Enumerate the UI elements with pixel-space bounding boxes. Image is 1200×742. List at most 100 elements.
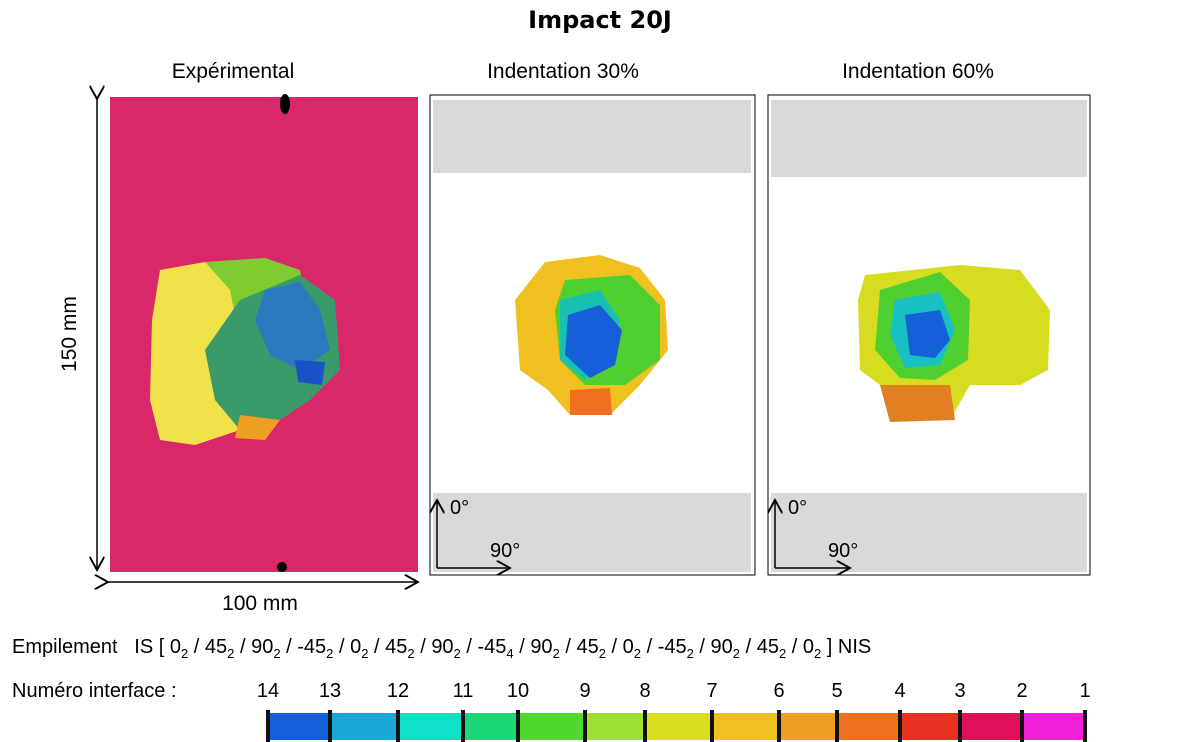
stacking-end: ] NIS [826,636,872,658]
separator: / [286,636,292,658]
axis-label: 0° [450,497,470,519]
simulated-delamination [570,388,612,415]
interface-tick [777,710,781,742]
interface-number: 5 [831,680,843,702]
color-segment [900,713,960,740]
ply-angle: 0 [350,636,362,658]
interface-tick [958,710,962,742]
separator: / [745,636,752,658]
delamination [235,415,280,440]
interface-tick [1083,710,1087,742]
simulated-delamination [905,310,950,358]
simulated-delamination [880,385,955,422]
ply-angle: 90 [431,636,454,658]
ply-count: 2 [778,646,787,661]
ply-angle: -45 [477,636,507,658]
interface-tick [1020,710,1024,742]
ply-angle: 45 [576,636,599,658]
separator: / [646,636,653,658]
ply-count: 2 [732,646,741,661]
color-segment [463,713,518,740]
ply-angle: 0 [169,636,181,658]
title: Impact 20J [528,6,672,34]
ply-count: 2 [453,646,461,661]
separator: / [519,636,525,658]
color-segment [712,713,779,740]
ply-angle: 45 [385,636,408,658]
ply-angle: 90 [710,636,733,658]
separator: / [239,636,246,658]
delamination [255,282,330,370]
axis-label: 0° [788,497,808,519]
color-segment [330,713,398,740]
interface-number: 1 [1079,680,1091,702]
interface-tick [710,710,714,742]
grip-band [433,100,751,173]
grip-band [771,100,1087,177]
interface-number: 14 [256,680,280,702]
interface-number: 4 [894,680,906,702]
ply-count: 2 [361,646,369,661]
axis-label: 90° [490,540,521,562]
separator: / [374,636,380,658]
stacking-start: IS [ [134,636,165,658]
separator: / [791,636,798,658]
panel-60 [767,94,1091,576]
interface-number: 9 [579,680,591,702]
separator: / [611,636,618,658]
panel-label: Expérimental [171,60,295,83]
color-segment [779,713,837,740]
interface-number: 10 [506,680,530,702]
ply-count: 2 [273,646,281,661]
interface-tick [835,710,839,742]
color-segment [398,713,463,740]
delamination [295,360,325,385]
interface-number: 8 [639,680,651,702]
interface-number: 2 [1016,680,1028,702]
interface-tick [516,710,520,742]
separator: / [193,636,200,658]
interface-tick [643,710,647,742]
mark [277,562,287,572]
ply-angle: -45 [297,636,327,658]
interface-number: 7 [706,680,718,702]
color-segment [518,713,585,740]
separator: / [420,636,426,658]
color-segment [645,713,712,740]
ply-count: 2 [407,646,415,661]
separator: / [565,636,571,658]
mark [280,94,290,114]
interface-tick [266,710,270,742]
interface-tick [583,710,587,742]
ply-count: 2 [326,646,334,661]
color-segment [585,713,645,740]
interface-number: 12 [386,680,410,702]
ply-angle: 0 [802,636,814,658]
interface-tick [898,710,902,742]
width-label: 100 mm [222,592,298,615]
separator: / [466,636,472,658]
interface-number: 3 [954,680,966,702]
ply-angle: 45 [204,636,228,658]
color-bar [266,710,1087,742]
ply-angle: 90 [251,636,274,658]
ply-angle: -45 [657,636,687,658]
panel-label: Indentation 60% [842,60,994,83]
interface-label: Numéro interface : [12,680,177,702]
ply-count: 2 [686,646,694,661]
grip-band [771,493,1087,572]
separator: / [338,636,345,658]
interface-number: 13 [318,680,342,702]
color-segment [960,713,1022,740]
ply-count: 4 [506,646,514,661]
ply-count: 2 [181,646,189,661]
interface-tick [328,710,332,742]
ply-angle: 0 [622,636,634,658]
separator: / [699,636,705,658]
interface-tick [461,710,465,742]
panel-label: Indentation 30% [487,60,639,83]
simulated-delamination [565,305,622,378]
stacking-label: Empilement [12,636,118,658]
panel-30 [429,94,756,576]
